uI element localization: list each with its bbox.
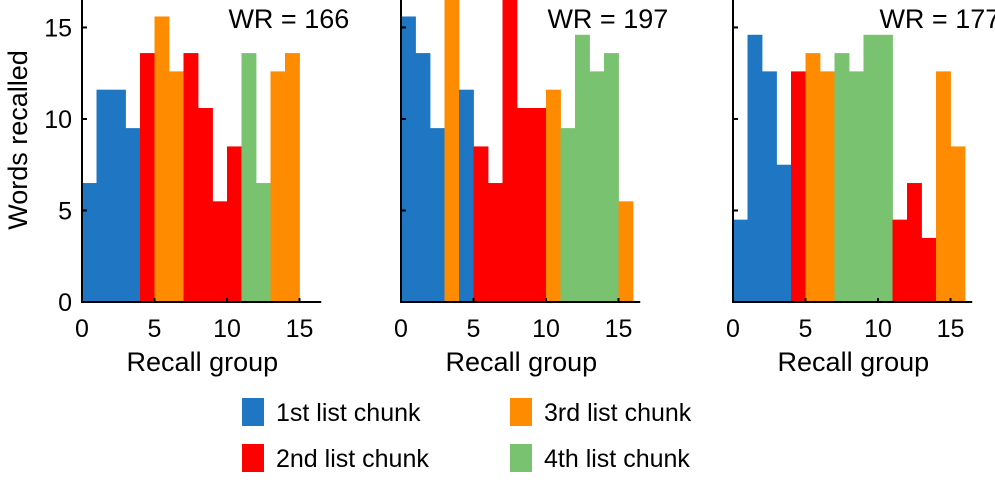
y-tick-label: 10 [44,106,72,134]
bar-panel3-group6 [820,71,835,302]
bar-panel3-group10 [878,34,893,302]
legend-label: 3rd list chunk [544,399,692,427]
legend-label: 4th list chunk [544,445,690,473]
bar-panel1-group12 [256,183,271,302]
bar-panel2-group5 [473,146,489,302]
bar-panel1-group7 [183,53,199,302]
bar-panel2-group2 [430,128,445,302]
bar-panel2-group9 [531,107,547,303]
y-axis-label: Words recalled [3,50,33,230]
x-tick-label: 10 [532,315,560,343]
bar-panel1-group1 [96,89,112,303]
bar-panel2-group13 [589,71,605,302]
x-tick-label: 5 [467,315,481,343]
wr-annotation: WR = 166 [228,4,349,34]
x-tick-label: 5 [148,315,162,343]
x-tick-label: 15 [286,315,314,343]
x-tick-label: 0 [726,315,740,343]
bar-panel2-group3 [444,0,460,302]
bar-panel2-group11 [560,128,576,302]
bar-panel1-group11 [241,53,257,302]
bar-panel3-group2 [762,71,777,302]
legend-item-4: 4th list chunk [510,444,690,473]
bar-panel3-group7 [834,53,850,302]
bar-panel3-group12 [907,183,922,302]
legend-swatch [510,444,532,472]
bar-panel3-group4 [791,71,806,302]
x-tick-label: 5 [799,315,813,343]
y-tick-label: 15 [44,14,72,42]
wr-annotation: WR = 197 [547,4,668,34]
bar-panel2-group7 [502,0,518,302]
bar-panel3-group11 [892,219,908,302]
bar-panel3-group9 [863,34,879,302]
bar-panel1-group2 [111,89,126,303]
bar-panel3-group14 [936,71,951,302]
x-tick-label: 0 [75,315,89,343]
bar-panel1-group6 [169,71,184,302]
wr-annotation: WR = 177 [879,4,995,34]
bar-panel1-group8 [198,107,213,303]
bar-panel3-group8 [849,71,864,302]
x-axis-label: Recall group [127,347,279,377]
bar-panel2-group14 [604,53,619,302]
bar-panel1-group9 [212,201,228,302]
x-axis-label: Recall group [446,347,598,377]
bar-panel3-group13 [921,237,937,302]
bar-panel1-group10 [227,146,242,302]
x-tick-label: 15 [937,315,965,343]
y-tick-label: 5 [58,197,72,225]
bar-panel3-group15 [950,146,966,302]
bar-panel2-group10 [546,89,561,303]
bar-panel1-group13 [270,71,286,302]
legend-swatch [510,398,532,426]
bar-panel2-group8 [517,107,532,303]
bar-panel1-group5 [154,16,170,302]
bar-panel3-group5 [805,53,821,302]
bar-panel2-group12 [575,34,590,302]
bar-panel1-group14 [285,53,300,302]
x-axis-label: Recall group [778,347,930,377]
bar-panel3-group1 [747,34,763,302]
bar-panel1-group3 [125,128,141,302]
legend-swatch [242,398,264,426]
x-tick-label: 15 [605,315,633,343]
bar-panel3-group0 [733,219,748,302]
legend-label: 2nd list chunk [276,445,429,473]
legend-item-1: 1st list chunk [242,398,421,427]
bar-panel2-group4 [459,89,474,303]
bar-panel1-group0 [82,183,97,302]
legend-item-3: 3rd list chunk [510,398,692,427]
bar-panel1-group4 [140,53,155,302]
y-tick-label: 0 [58,289,72,317]
chart-legend: 1st list chunk 2nd list chunk 3rd list chu… [242,398,692,473]
bar-panel3-group3 [776,164,792,302]
x-tick-label: 0 [394,315,408,343]
x-tick-label: 10 [864,315,892,343]
legend-swatch [242,444,264,472]
legend-item-2: 2nd list chunk [242,444,429,473]
legend-label: 1st list chunk [276,399,421,427]
bar-panel2-group15 [618,201,634,302]
bar-panel2-group1 [415,53,431,302]
x-tick-label: 10 [213,315,241,343]
bar-panel2-group6 [488,183,503,302]
bar-panel2-group0 [401,16,416,302]
